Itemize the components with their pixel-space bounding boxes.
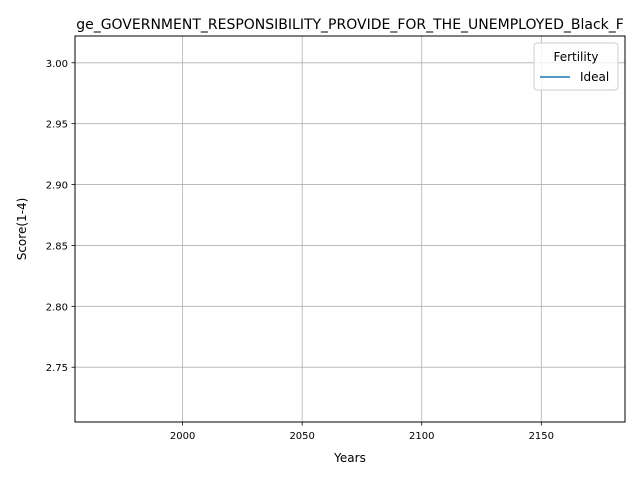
plot-area-frame — [74, 35, 626, 423]
legend-entry-label: Ideal — [580, 70, 609, 84]
x-axis-label: Years — [333, 451, 366, 465]
y-tick-label: 2.80 — [46, 302, 68, 313]
x-tick-label: 2150 — [529, 431, 554, 442]
y-tick-label: 2.75 — [46, 363, 68, 374]
legend: Fertility Ideal — [533, 42, 619, 91]
y-tick-label: 2.95 — [46, 120, 68, 131]
grid-lines — [75, 36, 625, 422]
x-tick-label: 2050 — [289, 431, 314, 442]
x-tick-label: 2100 — [409, 431, 434, 442]
y-tick-label: 2.85 — [46, 241, 68, 252]
y-axis-ticks: 2.75 2.80 2.85 2.90 2.95 3.00 — [46, 59, 75, 374]
legend-title: Fertility — [553, 50, 598, 64]
x-axis-ticks: 2000 2050 2100 2150 — [170, 422, 554, 442]
y-tick-label: 3.00 — [46, 59, 68, 70]
legend-box — [533, 42, 619, 91]
chart-title: ge_GOVERNMENT_RESPONSIBILITY_PROVIDE_FOR… — [76, 17, 624, 33]
y-tick-label: 2.90 — [46, 181, 68, 192]
y-axis-label: Score(1-4) — [15, 198, 29, 261]
x-tick-label: 2000 — [170, 431, 195, 442]
